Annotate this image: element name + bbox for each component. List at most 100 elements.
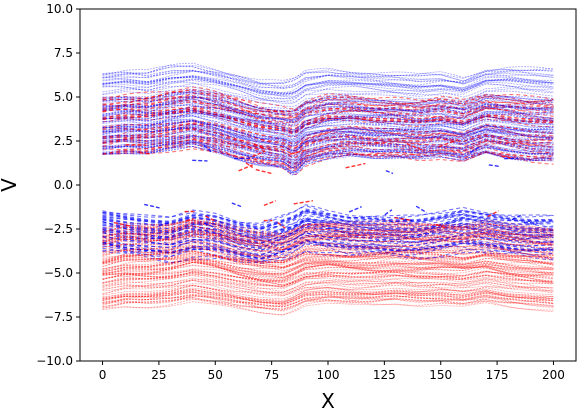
blue-trajectory bbox=[102, 211, 554, 230]
blue-trajectory bbox=[102, 119, 554, 143]
blue-trajectory bbox=[102, 132, 554, 162]
red-trajectory bbox=[102, 221, 554, 237]
x-tick-label: 150 bbox=[429, 368, 452, 382]
red-trajectory bbox=[102, 270, 554, 288]
y-tick-label: −5.0 bbox=[44, 266, 73, 280]
red-trajectory bbox=[102, 260, 554, 277]
red-trajectory bbox=[102, 127, 554, 155]
red-trajectory bbox=[102, 278, 554, 296]
red-trajectory bbox=[102, 244, 554, 259]
blue-trajectory bbox=[102, 86, 554, 103]
blue-trajectory bbox=[102, 249, 554, 264]
red-trajectory bbox=[238, 164, 253, 172]
blue-trajectory bbox=[102, 227, 554, 247]
blue-trajectory bbox=[102, 140, 554, 172]
blue-trajectory bbox=[102, 97, 554, 123]
blue-trajectory bbox=[102, 224, 554, 248]
red-trajectory bbox=[394, 217, 411, 221]
blue-trajectory bbox=[102, 125, 554, 154]
red-trajectory bbox=[102, 109, 554, 133]
red-trajectory bbox=[102, 96, 554, 115]
blue-trajectory bbox=[102, 118, 554, 143]
red-trajectory bbox=[102, 252, 554, 270]
blue-trajectory bbox=[102, 109, 554, 137]
red-trajectory bbox=[102, 271, 554, 287]
blue-trajectory bbox=[102, 69, 554, 89]
red-trajectory bbox=[102, 247, 554, 264]
red-trajectory bbox=[113, 221, 130, 227]
red-trajectory bbox=[102, 219, 554, 237]
x-tick-label: 175 bbox=[486, 368, 509, 382]
blue-trajectory bbox=[102, 109, 554, 131]
red-trajectory bbox=[102, 230, 554, 244]
red-trajectory bbox=[435, 223, 447, 229]
red-trajectory bbox=[102, 96, 554, 118]
blue-trajectory bbox=[102, 234, 554, 257]
blue-trajectory bbox=[102, 137, 554, 168]
blue-trajectory bbox=[102, 230, 554, 245]
blue-trajectory bbox=[102, 120, 554, 147]
blue-trajectory bbox=[102, 102, 554, 128]
red-trajectory bbox=[102, 289, 554, 303]
red-trajectory bbox=[102, 123, 554, 151]
y-tick-label: 0.0 bbox=[54, 178, 73, 192]
red-trajectory bbox=[102, 267, 554, 286]
red-trajectory bbox=[102, 253, 554, 269]
y-tick-label: −10.0 bbox=[36, 354, 73, 368]
blue-trajectory bbox=[102, 127, 554, 152]
red-trajectory bbox=[255, 168, 274, 175]
blue-trajectory bbox=[385, 169, 394, 175]
blue-trajectory bbox=[102, 140, 554, 168]
x-tick-label: 75 bbox=[264, 368, 279, 382]
blue-trajectory bbox=[102, 120, 554, 145]
red-trajectory bbox=[102, 241, 554, 258]
blue-trajectory bbox=[102, 146, 554, 176]
red-trajectory bbox=[102, 120, 554, 144]
blue-trajectory bbox=[488, 164, 500, 168]
blue-trajectory bbox=[192, 159, 208, 162]
blue-trajectory bbox=[102, 247, 554, 265]
blue-trajectory bbox=[102, 217, 554, 241]
blue-trajectory bbox=[102, 76, 554, 97]
red-trajectory bbox=[102, 231, 554, 250]
blue-trajectory bbox=[102, 112, 554, 141]
red-trajectory bbox=[102, 128, 554, 152]
red-trajectory bbox=[102, 232, 554, 251]
red-trajectory bbox=[102, 294, 554, 312]
red-trajectory bbox=[102, 231, 554, 251]
red-trajectory bbox=[102, 295, 554, 311]
blue-trajectory bbox=[102, 98, 554, 125]
blue-trajectory bbox=[102, 141, 554, 174]
blue-trajectory bbox=[102, 70, 554, 94]
red-trajectory bbox=[102, 271, 554, 287]
red-trajectory bbox=[102, 128, 554, 157]
blue-trajectory bbox=[102, 109, 554, 133]
blue-trajectory bbox=[102, 208, 554, 228]
blue-trajectory bbox=[102, 66, 554, 85]
blue-trajectory bbox=[102, 123, 554, 150]
red-trajectory bbox=[293, 200, 314, 205]
blue-trajectory bbox=[102, 90, 554, 113]
red-trajectory bbox=[102, 268, 554, 282]
x-tick-label: 200 bbox=[542, 368, 565, 382]
red-trajectory bbox=[102, 218, 554, 235]
blue-trajectory bbox=[102, 143, 554, 173]
red-trajectory bbox=[102, 240, 554, 261]
y-tick-label: 10.0 bbox=[46, 2, 73, 16]
blue-trajectory bbox=[102, 115, 554, 137]
blue-trajectory bbox=[102, 232, 554, 251]
x-tick-label: 125 bbox=[373, 368, 396, 382]
blue-trajectory bbox=[469, 146, 480, 154]
red-trajectory bbox=[102, 221, 554, 239]
red-trajectory bbox=[102, 262, 554, 279]
red-trajectory bbox=[102, 119, 554, 145]
blue-trajectory bbox=[144, 203, 160, 209]
red-trajectory bbox=[102, 285, 554, 302]
blue-trajectory bbox=[102, 141, 554, 169]
blue-trajectory bbox=[102, 112, 554, 138]
blue-trajectory bbox=[102, 95, 554, 120]
red-trajectory bbox=[204, 215, 217, 223]
blue-trajectory bbox=[102, 103, 554, 127]
red-trajectory bbox=[102, 250, 554, 264]
